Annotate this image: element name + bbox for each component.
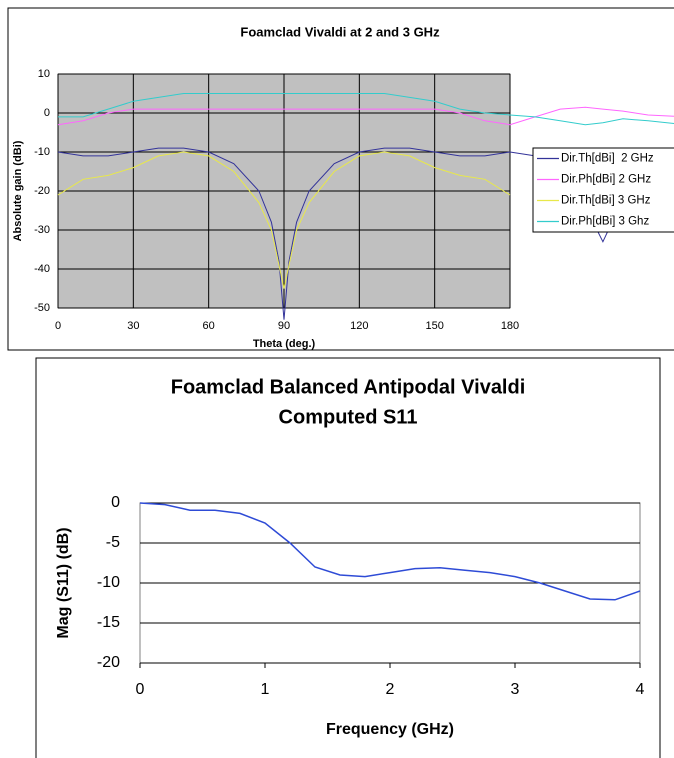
- y-tick-label: -5: [106, 534, 120, 551]
- chart-title: Computed S11: [279, 406, 418, 428]
- x-tick-label: 150: [425, 320, 443, 332]
- data-line: [57, 151, 511, 289]
- x-axis-label: Theta (deg.): [253, 338, 316, 350]
- y-tick-label: 10: [38, 68, 50, 80]
- legend-label: Dir.Th[dBi] 3 GHz: [561, 195, 651, 207]
- data-line: [139, 502, 641, 601]
- x-tick-label: 2: [386, 681, 395, 698]
- x-tick-label: 0: [55, 320, 61, 332]
- x-tick-label: 120: [350, 320, 368, 332]
- data-line: [57, 106, 674, 126]
- chart-title: Foamclad Balanced Antipodal Vivaldi: [171, 376, 526, 398]
- y-tick-label: 0: [111, 494, 120, 511]
- y-tick-label: -20: [97, 654, 120, 671]
- x-tick-label: 30: [127, 320, 139, 332]
- y-tick-label: -50: [34, 302, 50, 314]
- x-tick-label: 60: [203, 320, 215, 332]
- y-tick-label: -10: [34, 146, 50, 158]
- x-tick-label: 3: [511, 681, 520, 698]
- y-tick-label: -10: [97, 574, 120, 591]
- y-axis-label: Absolute gain (dBi): [12, 140, 24, 241]
- x-tick-label: 90: [278, 320, 290, 332]
- y-axis-label: Mag (S11) (dB): [55, 527, 72, 638]
- x-tick-label: 4: [636, 681, 645, 698]
- y-tick-label: 0: [44, 107, 50, 119]
- y-tick-label: -15: [97, 614, 120, 631]
- x-tick-label: 180: [501, 320, 519, 332]
- legend-label: Dir.Ph[dBi] 3 Ghz: [561, 216, 649, 228]
- x-tick-label: 1: [261, 681, 270, 698]
- y-tick-label: -40: [34, 263, 50, 275]
- x-axis-label: Frequency (GHz): [326, 721, 454, 738]
- x-tick-label: 0: [136, 681, 145, 698]
- y-tick-label: -20: [34, 185, 50, 197]
- y-tick-label: -30: [34, 224, 50, 236]
- legend-label: Dir.Th[dBi] 2 GHz: [561, 153, 654, 165]
- legend-label: Dir.Ph[dBi] 2 GHz: [561, 174, 651, 186]
- data-line: [58, 93, 674, 126]
- legend-box: [532, 147, 674, 233]
- chart-title: Foamclad Vivaldi at 2 and 3 GHz: [240, 24, 440, 39]
